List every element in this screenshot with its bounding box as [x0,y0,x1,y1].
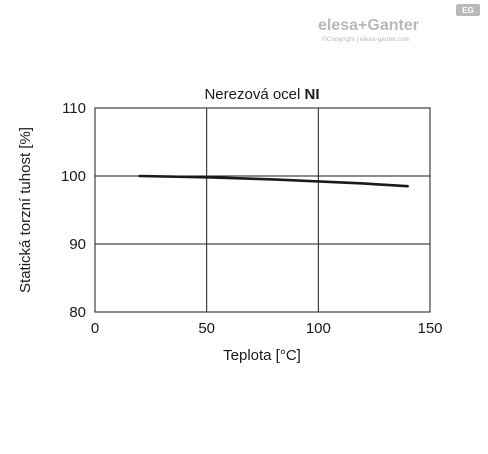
logo-badge-text: EG [462,6,474,15]
series-line [138,174,409,188]
y-tick-label: 110 [62,100,86,117]
x-axis-label: Teplota [°C] [223,347,301,364]
y-tick-labels: 80 90 100 110 [61,100,86,321]
x-tick-label: 100 [306,320,331,337]
logo-badge-box [456,4,480,16]
brand-logo: elesa+Ganter EG ©Copyright | elesa-gante… [318,4,480,43]
y-tick-label: 90 [69,236,86,253]
y-tick-label: 80 [69,304,86,321]
chart-title-bold: NI [305,86,320,103]
x-tick-label: 150 [417,320,442,337]
y-axis-label: Statická torzní tuhost [%] [17,127,34,293]
chart-title: Nerezová ocel NI [204,86,319,103]
x-tick-label: 0 [91,320,99,337]
logo-copyright: ©Copyright | elesa-ganter.com [322,35,410,43]
grid-lines [95,108,430,312]
chart-title-main: Nerezová ocel [204,86,300,103]
series-group [138,174,409,188]
logo-brand-text: elesa+Ganter [318,17,419,34]
plot-frame [94,107,431,313]
y-tick-label: 100 [61,168,86,185]
x-tick-label: 50 [198,320,215,337]
x-tick-labels: 0 50 100 150 [91,320,443,337]
